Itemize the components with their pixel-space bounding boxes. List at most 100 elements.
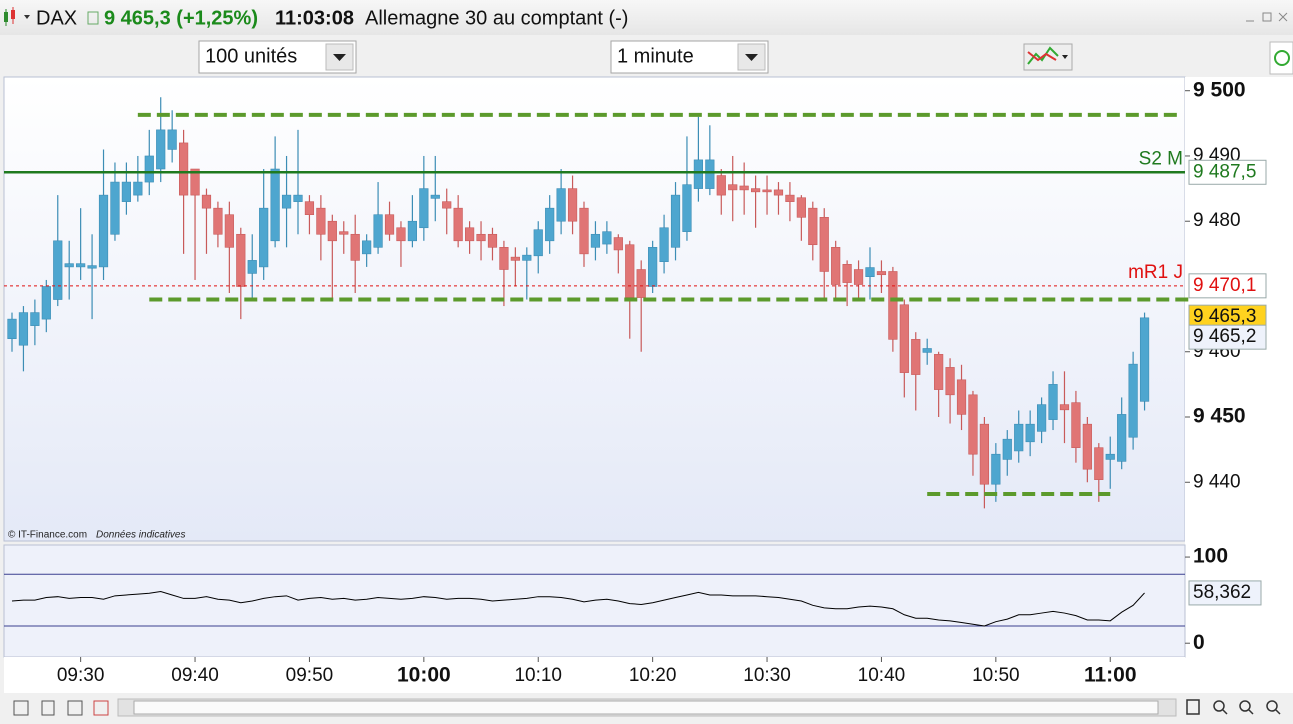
candle-body	[1128, 363, 1138, 438]
level-name: mR1 J	[1128, 262, 1183, 283]
candle-body	[304, 201, 315, 215]
candle-body	[510, 256, 520, 261]
level-tag-label: 9 470,1	[1193, 275, 1256, 296]
candle-body	[831, 247, 841, 285]
candle-body	[1037, 404, 1047, 432]
candle-body	[487, 233, 498, 248]
time-axis-area	[4, 657, 1185, 693]
title-bar	[0, 0, 1293, 35]
candle-body	[110, 181, 120, 235]
symbol-caret[interactable]	[24, 15, 30, 19]
candle-body	[773, 189, 784, 196]
candle-body	[533, 229, 543, 257]
quantity-value: 100 unités	[205, 45, 297, 67]
candle-body	[945, 367, 955, 396]
candle-body	[499, 247, 509, 270]
candle-body	[87, 265, 97, 269]
candle-body	[224, 214, 234, 248]
candle-body	[762, 189, 772, 193]
candle-body	[1025, 423, 1035, 443]
candle-body	[76, 263, 86, 268]
candle-body	[785, 194, 795, 202]
candle-body	[739, 185, 749, 191]
candle-body	[259, 207, 269, 268]
y-tick-label: 9 480	[1193, 210, 1241, 231]
candle-body	[7, 318, 17, 339]
candle-body	[842, 263, 852, 283]
symbol[interactable]: DAX	[36, 7, 77, 29]
candle-body	[41, 286, 51, 320]
info-icon[interactable]	[87, 11, 99, 25]
note: Données indicatives	[96, 530, 186, 541]
scrollbar-thumb[interactable]	[133, 700, 1159, 715]
y-tick-label: 0	[1193, 631, 1205, 654]
y-tick-label: 9 450	[1193, 405, 1246, 428]
candle-body	[144, 155, 154, 183]
candle-body	[121, 181, 131, 202]
candle-body	[567, 188, 578, 222]
candle-body	[30, 312, 40, 326]
candle-body	[133, 181, 143, 196]
candle-body	[201, 194, 212, 209]
indicator-button[interactable]	[1023, 43, 1073, 71]
candle-body	[716, 175, 726, 196]
candle-body	[453, 207, 463, 242]
zoom-icons[interactable]	[1186, 699, 1281, 715]
y-tick-label: 9 500	[1193, 78, 1246, 101]
x-tick-label: 09:50	[286, 665, 334, 686]
candle-body	[693, 159, 703, 189]
candle-body	[1082, 423, 1092, 470]
credit: © IT-Finance.com	[8, 530, 87, 541]
level-tag	[1188, 159, 1267, 185]
candle-body	[659, 227, 669, 262]
candle-body	[968, 394, 978, 455]
candle-body	[213, 207, 223, 235]
x-tick-label: 10:50	[972, 665, 1020, 686]
oscillator-tag	[1188, 580, 1262, 606]
bottom-tool-icons[interactable]	[13, 700, 109, 716]
oscillator-plot	[3, 544, 1186, 658]
candle-body	[934, 354, 944, 390]
candle-body	[373, 214, 383, 248]
refresh-button[interactable]	[1269, 41, 1293, 75]
candle-body	[911, 339, 921, 375]
candle-body	[579, 207, 589, 255]
candle-body	[179, 142, 189, 196]
candle-body	[1048, 384, 1058, 420]
candle-body	[156, 129, 166, 170]
candle-body	[1094, 447, 1104, 480]
candle-body	[98, 194, 109, 268]
candle-body	[728, 184, 738, 191]
quote-time: 11:03:08	[275, 7, 354, 29]
candle-body	[236, 233, 246, 287]
candle-body	[53, 240, 63, 300]
candle-body	[865, 267, 875, 277]
candle-body	[327, 220, 337, 242]
candle-body	[1139, 317, 1150, 402]
quote: 9 465,3 (+1,25%)	[104, 7, 258, 29]
window-buttons[interactable]	[1246, 12, 1288, 22]
dropdown-arrow	[333, 54, 346, 61]
candle-body	[407, 220, 418, 242]
candle-body	[956, 379, 967, 415]
price-tag-label: 9 465,3	[1193, 306, 1256, 327]
candle-body	[853, 269, 864, 285]
candle-body	[64, 263, 74, 268]
candle-body	[979, 423, 989, 485]
candle-body	[316, 207, 326, 235]
candle-body	[750, 188, 761, 193]
level-tag-label: 9 487,5	[1193, 161, 1256, 182]
candle-body	[18, 312, 29, 346]
candle-body	[350, 233, 360, 261]
chart-icon	[4, 7, 15, 26]
oscillator-line	[11, 591, 1145, 627]
candle-body	[190, 168, 200, 196]
candle-body	[464, 227, 475, 242]
candle-body	[636, 269, 646, 298]
candle-body	[590, 233, 601, 248]
candle-body	[1071, 402, 1081, 448]
candle-body	[1002, 438, 1012, 460]
candle-body	[1014, 423, 1024, 452]
candle-body	[247, 260, 257, 274]
